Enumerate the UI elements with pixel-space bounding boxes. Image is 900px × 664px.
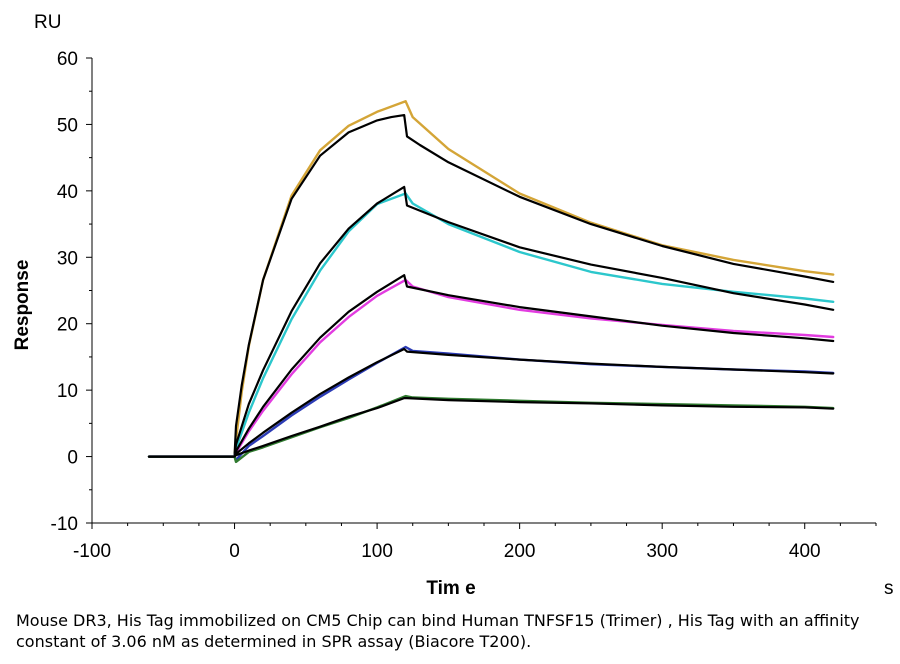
y-tick-label: -10 [51,514,78,535]
y-tick-label: 10 [57,381,78,402]
x-tick-label: -100 [73,541,111,562]
x-tick-label: 200 [504,541,536,562]
sensorgram-curve-2 [147,192,835,458]
x-tick-label: 100 [361,541,393,562]
y-tick-label: 30 [57,248,78,269]
fit-curve-3 [147,185,835,458]
y-tick-label: 0 [67,448,78,469]
x-unit-label: s [884,578,894,599]
fit-curve-7 [147,347,835,458]
sensorgram-chart: RU s Response Tim e -100102030405060-100… [12,12,894,599]
x-axis-title: Tim e [426,578,475,599]
x-tick-label: 400 [789,541,821,562]
figure-caption: Mouse DR3, His Tag immobilized on CM5 Ch… [16,611,860,651]
y-unit-label: RU [34,12,61,33]
plot-area [147,99,835,464]
fit-curve-5 [147,274,835,458]
x-tick-label: 0 [229,541,240,562]
x-tick-label: 300 [646,541,678,562]
y-tick-label: 60 [57,49,78,70]
y-axis-title: Response [12,260,33,351]
y-tick-label: 40 [57,182,78,203]
y-tick-label: 20 [57,315,78,336]
fit-curve-9 [147,397,835,458]
y-tick-label: 50 [57,115,78,136]
fit-curve-1 [147,113,835,458]
